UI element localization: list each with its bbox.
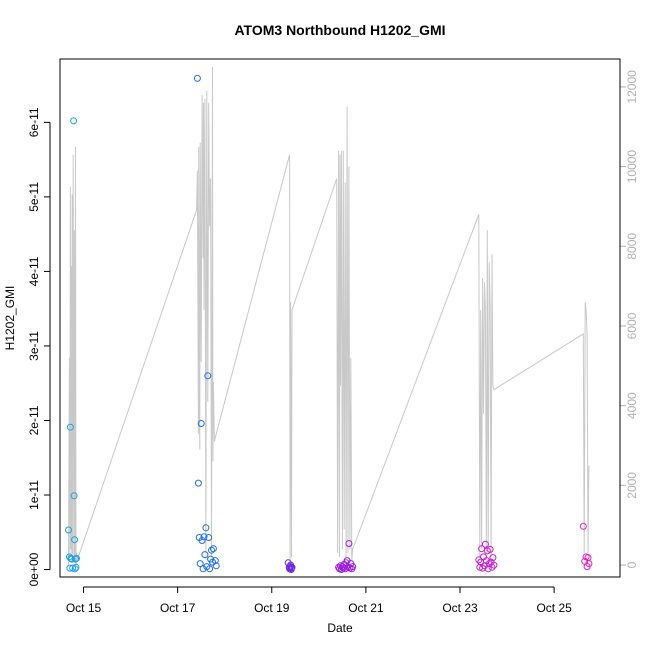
data-point <box>476 563 484 571</box>
x-tick-label: Oct 19 <box>254 601 290 615</box>
x-tick-label: Oct 15 <box>66 601 102 615</box>
data-point <box>484 565 492 573</box>
data-point <box>73 554 80 562</box>
x-tick-label: Oct 17 <box>160 601 196 615</box>
y2-tick-label: 12000 <box>625 70 639 104</box>
data-point <box>71 565 79 573</box>
data-point <box>71 536 79 544</box>
data-point <box>208 546 215 554</box>
y-tick-label: 1e-11 <box>27 480 41 510</box>
y-tick-label: 4e-11 <box>27 256 41 286</box>
data-point <box>349 563 357 571</box>
y2-tick-label: 4000 <box>625 392 639 419</box>
y2-tick-label: 0 <box>625 561 639 568</box>
data-point <box>337 566 345 573</box>
plot-frame <box>59 58 621 578</box>
data-point <box>70 117 78 125</box>
data-point <box>579 522 587 530</box>
chart-title: ATOM3 Northbound H1202_GMI <box>234 22 445 38</box>
data-point <box>65 553 73 561</box>
data-point <box>65 526 72 534</box>
y-tick-label: 0e+00 <box>27 552 41 586</box>
data-point <box>72 555 79 563</box>
data-point <box>196 560 204 568</box>
y2-tick-label: 6000 <box>625 312 639 339</box>
x-axis-label: Date <box>327 621 353 635</box>
y-tick-label: 6e-11 <box>27 107 41 137</box>
data-point <box>200 533 208 541</box>
y-tick-label: 3e-11 <box>27 331 41 361</box>
data-point <box>72 563 80 571</box>
data-point <box>201 551 209 559</box>
axes-layer: Oct 15 Oct 17 Oct 19 Oct 21 Oct 23 Oct 25 0e+0… <box>27 70 639 615</box>
y-tick-label: 5e-11 <box>27 182 41 212</box>
data-point <box>194 479 202 487</box>
data-point <box>209 545 217 553</box>
data-point <box>204 372 212 380</box>
data-point <box>489 554 497 562</box>
scatter-points-layer <box>65 74 593 573</box>
data-point <box>486 545 494 553</box>
secondary-series-line <box>68 66 590 566</box>
data-point <box>288 563 296 571</box>
data-point <box>197 420 205 427</box>
data-point <box>206 565 214 573</box>
y2-tick-label: 10000 <box>625 150 639 184</box>
data-point <box>70 492 78 500</box>
y-axis-label: H1202_GMI <box>3 286 17 351</box>
data-point <box>211 557 219 565</box>
x-tick-label: Oct 25 <box>536 601 572 615</box>
y2-tick-label: 8000 <box>625 233 639 260</box>
data-point <box>345 540 353 547</box>
data-point <box>481 540 489 548</box>
y2-tick-label: 2000 <box>625 472 639 499</box>
y-tick-label: 2e-11 <box>27 405 41 435</box>
data-point <box>490 561 498 569</box>
data-point <box>205 534 213 541</box>
data-point <box>488 563 496 571</box>
data-point <box>212 562 220 570</box>
data-point <box>193 74 201 82</box>
data-point <box>68 555 76 563</box>
data-point <box>198 537 206 544</box>
secondary-line-layer <box>68 66 590 566</box>
data-point <box>66 423 74 431</box>
x-tick-label: Oct 21 <box>348 601 384 615</box>
data-point <box>202 524 210 532</box>
x-tick-label: Oct 23 <box>442 601 478 615</box>
data-point <box>585 560 593 568</box>
